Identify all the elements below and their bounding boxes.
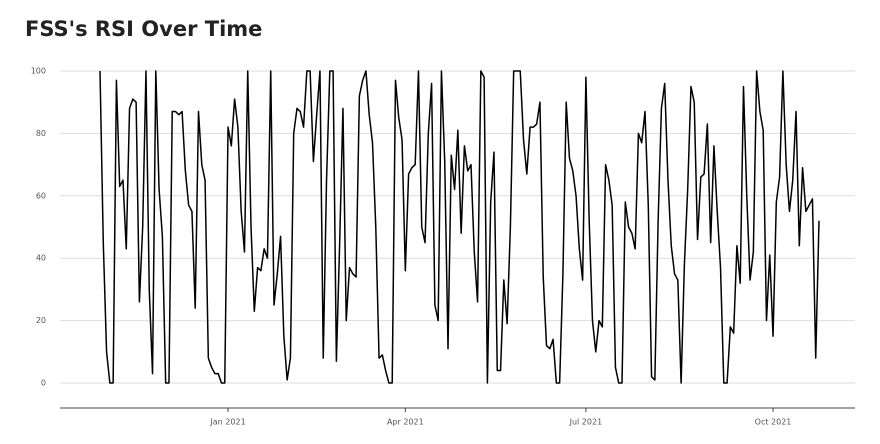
y-tick-label: 100 xyxy=(31,66,46,75)
y-tick-label: 60 xyxy=(36,191,46,200)
x-tick-label: Jan 2021 xyxy=(209,418,245,427)
y-tick-label: 80 xyxy=(36,129,46,138)
y-tick-label: 40 xyxy=(36,254,46,263)
y-tick-label: 20 xyxy=(36,316,46,325)
x-tick-label: Apr 2021 xyxy=(387,418,424,427)
x-tick-label: Jul 2021 xyxy=(569,418,603,427)
rsi-line xyxy=(99,70,820,384)
y-tick-label: 0 xyxy=(41,379,46,388)
x-tick-label: Oct 2021 xyxy=(755,418,792,427)
chart-title: FSS's RSI Over Time xyxy=(25,17,262,41)
